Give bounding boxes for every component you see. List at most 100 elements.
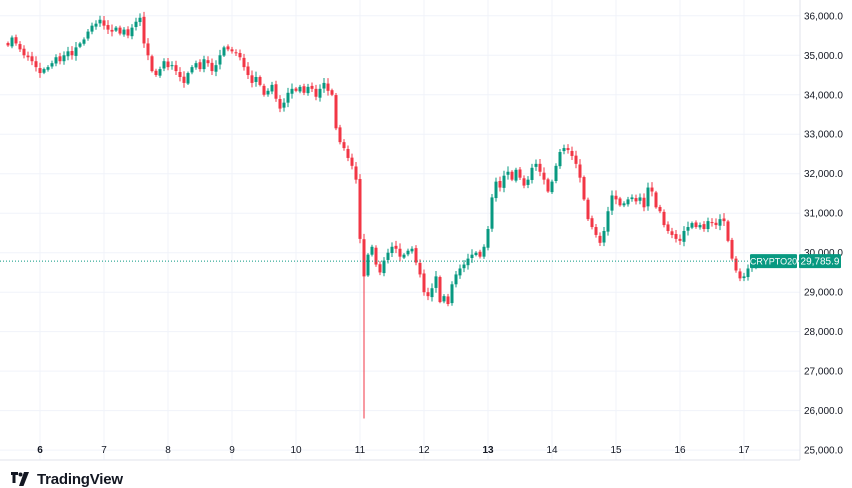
- time-tick-label: 17: [738, 445, 750, 456]
- candle-body: [522, 178, 526, 186]
- candle-body: [302, 86, 306, 93]
- candle-body: [222, 47, 226, 56]
- candle-body: [626, 199, 630, 205]
- candle-body: [298, 86, 302, 92]
- candle-body: [702, 224, 706, 230]
- candle-body: [406, 250, 410, 255]
- candle-body: [362, 239, 366, 277]
- candle-body: [18, 44, 22, 50]
- candle-body: [450, 284, 454, 304]
- candle-body: [594, 227, 598, 235]
- candle-body: [74, 47, 78, 56]
- last-price-value: 29,785.9: [801, 257, 840, 268]
- candle-body: [666, 224, 670, 231]
- candle-body: [738, 271, 742, 279]
- candle-body: [134, 21, 138, 28]
- candle-body: [198, 62, 202, 70]
- candle-body: [266, 90, 270, 95]
- candle-body: [334, 95, 338, 129]
- candle-body: [310, 85, 314, 89]
- candle-body: [102, 20, 106, 26]
- candle-body: [270, 84, 274, 92]
- tradingview-logo-icon: [11, 472, 29, 486]
- candle-body: [730, 239, 734, 259]
- candle-body: [178, 72, 182, 77]
- candle-body: [446, 296, 450, 305]
- price-tick-label: 28,000.0: [804, 327, 843, 338]
- candle-body: [70, 51, 74, 56]
- candle-body: [570, 150, 574, 156]
- candle-body: [314, 88, 318, 97]
- time-axis[interactable]: 6 7 8 9 10 11 12 13 14 15 16 17: [37, 445, 750, 456]
- candle-body: [430, 288, 434, 298]
- price-axis[interactable]: 25,000.0 26,000.0 27,000.0 28,000.0 29,000.0…: [804, 11, 843, 456]
- candle-body: [226, 46, 230, 50]
- candle-body: [170, 65, 174, 67]
- candle-body: [278, 99, 282, 109]
- price-tick-label: 36,000.0: [804, 11, 843, 22]
- time-tick-label: 15: [610, 445, 622, 456]
- candle-body: [342, 142, 346, 149]
- candle-body: [174, 65, 178, 72]
- candle-body: [114, 27, 118, 31]
- candle-body: [234, 52, 238, 54]
- candle-body: [634, 198, 638, 202]
- candle-body: [694, 222, 698, 228]
- symbol-label: CRYPTO20: [750, 257, 797, 267]
- time-tick-label: 11: [355, 445, 366, 456]
- candle-body: [494, 181, 498, 199]
- candle-body: [306, 86, 310, 94]
- candle-body: [578, 164, 582, 178]
- candle-body: [718, 219, 722, 226]
- candle-body: [162, 61, 166, 69]
- last-price-box: [799, 254, 841, 269]
- candle-body: [410, 248, 414, 252]
- candle-body: [414, 248, 418, 263]
- candle-body: [34, 61, 38, 68]
- candle-body: [354, 166, 358, 180]
- candle-body: [514, 169, 518, 181]
- candle-body: [558, 152, 562, 167]
- candle-body: [62, 55, 66, 62]
- price-tick-label: 32,000.0: [804, 169, 843, 180]
- candle-body: [214, 65, 218, 72]
- candle-body: [534, 163, 538, 167]
- candle-body: [642, 197, 646, 208]
- candle-body: [546, 179, 550, 192]
- candle-body: [590, 218, 594, 228]
- candle-body: [90, 25, 94, 32]
- price-tick-label: 26,000.0: [804, 406, 843, 417]
- candle-body: [482, 246, 486, 257]
- candle-body: [506, 171, 510, 175]
- candle-body: [426, 292, 430, 297]
- candle-body: [538, 163, 542, 172]
- candle-body: [94, 23, 98, 27]
- candle-body: [326, 83, 330, 91]
- candle-body: [510, 171, 514, 180]
- candle-body: [526, 179, 530, 185]
- time-tick-label: 8: [165, 445, 171, 456]
- candle-body: [630, 197, 634, 200]
- candle-body: [86, 31, 90, 39]
- candle-body: [398, 248, 402, 257]
- time-tick-label: 14: [546, 445, 558, 456]
- candle-body: [638, 197, 642, 201]
- price-tick-label: 30,000.0: [804, 248, 843, 259]
- candle-body: [550, 181, 554, 193]
- candle-body: [690, 223, 694, 228]
- candle-body: [606, 211, 610, 232]
- candle-body: [206, 60, 210, 64]
- candle-body: [190, 67, 194, 73]
- price-tick-label: 25,000.0: [804, 446, 843, 457]
- candle-body: [386, 252, 390, 260]
- candle-body: [466, 258, 470, 266]
- price-tick-label: 31,000.0: [804, 209, 843, 220]
- tradingview-logo[interactable]: TradingView: [8, 471, 123, 488]
- time-tick-label: 7: [101, 445, 107, 456]
- candle-body: [158, 69, 162, 76]
- candle-body: [582, 177, 586, 200]
- candle-body: [678, 238, 682, 241]
- candle-body: [438, 277, 442, 303]
- symbol-label-box: [750, 254, 797, 269]
- time-tick-label: 9: [229, 445, 235, 456]
